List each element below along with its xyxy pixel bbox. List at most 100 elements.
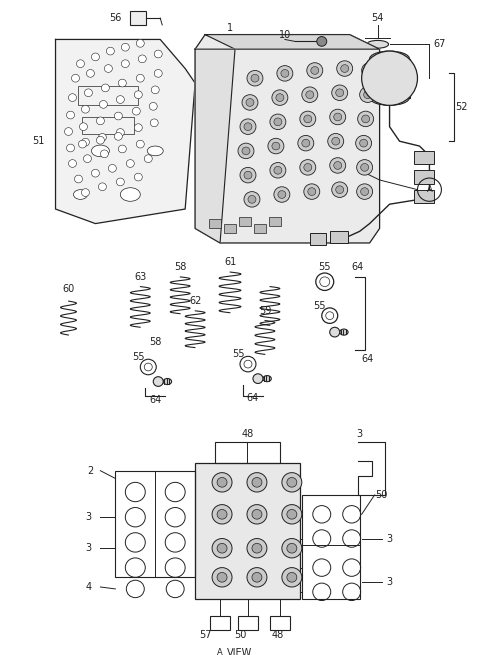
Circle shape [121,60,129,67]
Circle shape [330,328,340,337]
Text: 64: 64 [247,393,259,403]
Ellipse shape [370,90,409,105]
Text: 55: 55 [313,301,326,311]
Circle shape [119,79,126,87]
Circle shape [149,102,157,110]
Text: VIEW: VIEW [228,648,252,655]
Circle shape [274,118,282,126]
Circle shape [311,67,319,75]
Text: 10: 10 [279,29,291,39]
Bar [270,616,290,629]
Text: 55: 55 [232,349,244,360]
Circle shape [136,75,144,82]
Circle shape [332,182,348,197]
Circle shape [82,138,89,146]
Circle shape [238,143,254,159]
Text: 58: 58 [174,262,186,272]
Text: 55: 55 [132,352,144,362]
Circle shape [67,111,74,119]
Circle shape [76,60,84,67]
Circle shape [98,183,107,191]
Bar [415,190,434,203]
Circle shape [326,312,334,320]
Circle shape [116,128,124,136]
Bar [302,495,360,599]
Text: 58: 58 [149,337,161,346]
Circle shape [272,142,280,150]
Text: A: A [217,648,223,655]
Text: 1: 1 [227,23,233,33]
Text: 63: 63 [134,272,146,282]
Circle shape [304,184,320,199]
Circle shape [361,115,370,122]
Circle shape [104,65,112,73]
Circle shape [212,568,232,587]
Circle shape [334,162,342,169]
Text: 3: 3 [386,577,393,587]
Circle shape [84,89,93,97]
Ellipse shape [91,145,109,157]
Ellipse shape [120,188,140,201]
Circle shape [253,374,263,383]
Circle shape [306,91,314,98]
Bar [269,217,281,227]
Circle shape [247,71,263,86]
Circle shape [217,544,227,553]
Circle shape [82,105,89,113]
Circle shape [154,69,162,77]
Circle shape [332,138,340,145]
Circle shape [246,98,254,106]
Bar [83,117,134,134]
Circle shape [336,89,344,97]
Circle shape [317,37,327,47]
Polygon shape [195,35,380,243]
Circle shape [356,136,372,151]
Circle shape [119,145,126,153]
Text: 57: 57 [199,631,211,641]
Text: 48: 48 [242,429,254,439]
Circle shape [268,138,284,154]
Circle shape [99,100,108,108]
Bar [330,231,348,243]
Ellipse shape [163,379,171,384]
Circle shape [247,538,267,558]
Circle shape [69,160,76,168]
Circle shape [307,63,323,78]
Circle shape [281,69,289,77]
Circle shape [274,166,282,174]
Ellipse shape [147,146,163,156]
Circle shape [114,112,122,120]
Circle shape [108,164,116,172]
Text: 60: 60 [62,284,74,295]
Polygon shape [195,49,235,243]
Text: 56: 56 [109,13,121,23]
Text: 3: 3 [357,429,363,439]
Circle shape [304,164,312,171]
Text: 64: 64 [149,395,161,405]
Circle shape [341,65,348,73]
Text: 4: 4 [85,582,92,592]
Circle shape [72,75,80,82]
Circle shape [134,173,142,181]
Bar [254,223,266,233]
Circle shape [242,147,250,155]
Ellipse shape [73,190,87,199]
Circle shape [252,572,262,582]
Circle shape [287,572,297,582]
Circle shape [96,136,104,144]
Circle shape [278,191,286,198]
Circle shape [247,568,267,587]
Circle shape [240,119,256,134]
Polygon shape [205,35,380,49]
Bar [115,471,195,577]
Circle shape [100,150,108,158]
Circle shape [276,94,284,102]
Circle shape [361,51,418,105]
Circle shape [252,477,262,487]
Circle shape [300,111,316,126]
Circle shape [300,160,316,175]
Circle shape [244,171,252,179]
Text: 67: 67 [433,39,445,49]
Bar [415,151,434,164]
Bar [195,463,300,599]
